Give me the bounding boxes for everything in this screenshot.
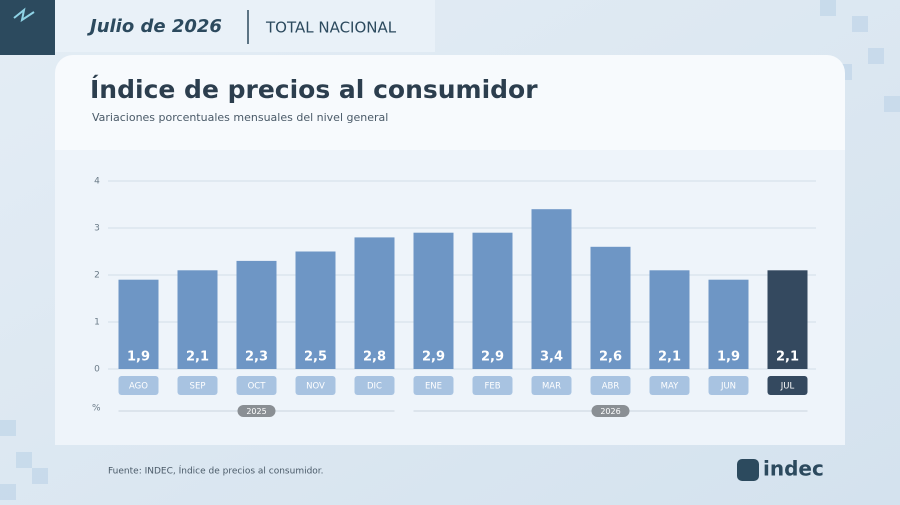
y-tick-label: 4 (94, 177, 100, 187)
year-pill (591, 405, 630, 417)
value-label: 2,5 (304, 350, 327, 365)
y-tick-label: 0 (94, 365, 100, 375)
year-label: 2025 (246, 407, 266, 416)
category-pill (708, 376, 749, 395)
category-pill (649, 376, 690, 395)
bar (472, 232, 513, 369)
value-label: 2,3 (245, 350, 268, 365)
x-tick-label: FEB (484, 382, 500, 392)
category-pill (590, 376, 631, 395)
category-pill (295, 376, 336, 395)
brand-name: indec (763, 457, 824, 481)
category-pill (236, 376, 277, 395)
bar (531, 209, 572, 369)
bar (413, 232, 454, 369)
header-card (55, 0, 435, 52)
y-tick-label: 3 (94, 224, 100, 234)
category-pill (177, 376, 218, 395)
source-note: Fuente: INDEC, Índice de precios al cons… (108, 465, 324, 477)
bar (708, 279, 749, 369)
bar (590, 246, 631, 369)
category-pill (413, 376, 454, 395)
x-tick-label: NOV (306, 382, 325, 392)
year-pill (237, 405, 276, 417)
value-label: 2,9 (422, 350, 445, 365)
logo-icon (13, 7, 35, 23)
category-pill (472, 376, 513, 395)
logo-tile (0, 0, 55, 55)
y-unit: % (92, 404, 101, 414)
value-label: 1,9 (717, 350, 740, 365)
bar (118, 279, 159, 369)
category-pill (767, 376, 808, 395)
header-scope: TOTAL NACIONAL (265, 19, 397, 37)
value-label: 2,8 (363, 350, 386, 365)
bar (177, 270, 218, 369)
x-tick-label: ABR (602, 382, 620, 392)
chart-subtitle: Variaciones porcentuales mensuales del n… (92, 111, 388, 124)
year-label: 2026 (600, 407, 620, 416)
x-tick-label: SEP (190, 382, 206, 392)
category-pill (354, 376, 395, 395)
bar (354, 237, 395, 369)
value-label: 1,9 (127, 350, 150, 365)
value-label: 2,6 (599, 350, 622, 365)
value-label: 3,4 (540, 350, 563, 365)
bar (649, 270, 690, 369)
brand-icon (737, 459, 759, 481)
bar (295, 251, 336, 369)
value-label: 2,1 (658, 350, 681, 365)
bar (767, 270, 808, 369)
x-tick-label: MAR (542, 382, 561, 392)
bar (236, 260, 277, 369)
x-tick-label: ENE (425, 382, 442, 392)
category-pill (531, 376, 572, 395)
value-label: 2,9 (481, 350, 504, 365)
x-tick-label: AGO (129, 382, 148, 392)
x-tick-label: MAY (661, 382, 679, 392)
value-label: 2,1 (776, 350, 799, 365)
x-tick-label: JUL (780, 382, 795, 392)
category-pill (118, 376, 159, 395)
chart-title: Índice de precios al consumidor (90, 75, 538, 104)
x-tick-label: OCT (248, 382, 267, 392)
x-tick-label: DIC (367, 382, 382, 392)
y-tick-label: 2 (94, 271, 100, 281)
header-period: Julio de 2026 (87, 16, 222, 37)
x-tick-label: JUN (720, 382, 736, 392)
value-label: 2,1 (186, 350, 209, 365)
y-tick-label: 1 (94, 318, 100, 328)
